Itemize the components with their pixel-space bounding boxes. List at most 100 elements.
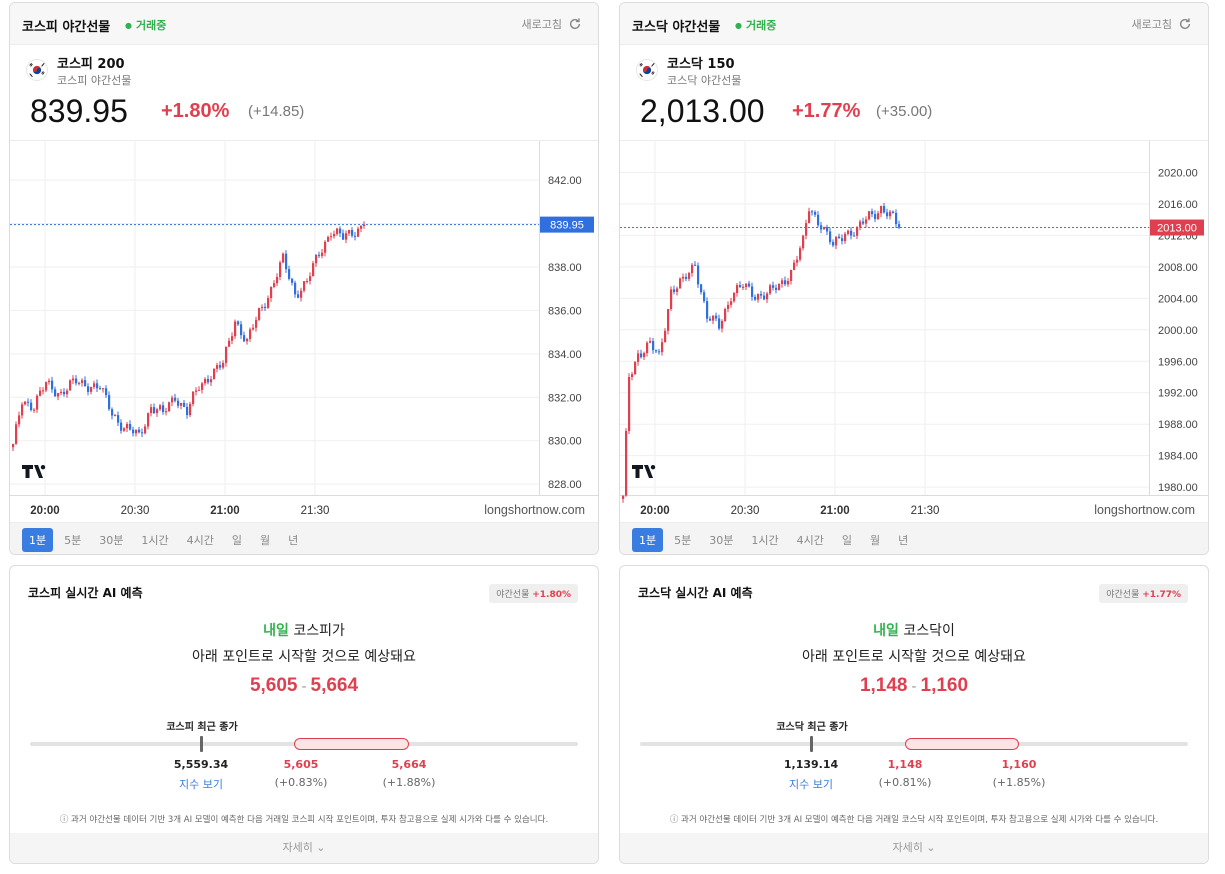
candle-body: [45, 382, 48, 391]
candle-body: [183, 402, 186, 407]
candle-body: [730, 301, 733, 305]
candle-body: [643, 353, 646, 358]
kosdaq-tf-month[interactable]: 월: [870, 533, 881, 547]
kospi-tf-month[interactable]: 월: [260, 533, 271, 547]
kosdaq-tf-1hour[interactable]: 1시간: [751, 533, 779, 547]
candle-body: [631, 374, 634, 378]
candle-body: [790, 269, 793, 282]
candle-body: [237, 321, 240, 325]
kospi-chart-svg[interactable]: 842.00840.00838.00836.00834.00832.00830.…: [10, 141, 598, 523]
candle-body: [808, 211, 811, 224]
kospi-tf-4hour[interactable]: 4시간: [186, 533, 214, 547]
candle-body: [853, 235, 856, 237]
range-high: 1,160: [920, 675, 969, 696]
kospi-refresh-button[interactable]: 새로고침: [522, 16, 582, 32]
kosdaq-view-index-link[interactable]: 지수 보기: [789, 778, 833, 791]
price-tick-label: 2000.00: [1158, 325, 1198, 337]
kosdaq-tf-day[interactable]: 일: [841, 533, 852, 547]
time-tick-label: 21:00: [210, 505, 239, 517]
candle-body: [15, 424, 18, 444]
price-tick-label: 1996.00: [1158, 356, 1198, 368]
kosdaq-tf-1min[interactable]: 1분: [632, 527, 664, 552]
kosdaq-price-chart[interactable]: 2020.00 2016.00 2012.00 2008.00 2004.00 2000.…: [620, 140, 1208, 522]
candle-body: [652, 341, 655, 351]
candle-body: [655, 350, 658, 352]
candle-body: [357, 228, 360, 237]
kosdaq-chart-svg[interactable]: 2020.002016.002012.002008.002004.002000.…: [620, 141, 1208, 523]
candle-body: [685, 276, 688, 279]
kosdaq-tf-30min[interactable]: 30분: [709, 533, 734, 547]
last-price-tag: [1150, 219, 1204, 236]
kospi-high-pct: (+1.88%): [382, 776, 436, 789]
kospi-tf-1hour[interactable]: 1시간: [141, 533, 169, 547]
kospi-tf-30min[interactable]: 30분: [99, 533, 124, 547]
kosdaq-refresh-button[interactable]: 새로고침: [1132, 16, 1192, 32]
candle-body: [682, 276, 685, 279]
candle-body: [72, 378, 75, 381]
kospi-tf-1min[interactable]: 1분: [22, 527, 54, 552]
badge-pct: +1.77%: [1142, 590, 1181, 600]
candle-body: [721, 321, 724, 329]
kospi-price-chart[interactable]: 842.00840.00838.00836.00834.00832.00830.…: [10, 140, 598, 522]
kospi-refresh-label: 새로고침: [521, 18, 562, 31]
candle-body: [709, 318, 712, 321]
candle-body: [745, 283, 748, 287]
candle-body: [649, 341, 652, 343]
kospi-low-value: 5,605: [283, 758, 319, 771]
refresh-icon: [1179, 18, 1191, 30]
kosdaq-recent-close-label: 코스닥 최근 종가: [776, 722, 848, 733]
kosdaq-refresh-label: 새로고침: [1131, 18, 1172, 31]
kosdaq-tf-year[interactable]: 년: [898, 533, 909, 547]
candle-body: [877, 213, 880, 220]
kospi-price: 839.95: [30, 93, 128, 129]
price-tick-label: 1992.00: [1158, 388, 1198, 400]
price-tick-label: 834.00: [548, 349, 582, 361]
candle-body: [769, 285, 772, 294]
price-tick-label: 842.00: [548, 175, 582, 187]
candle-body: [66, 390, 69, 395]
kosdaq-tf-5min[interactable]: 5분: [674, 533, 692, 547]
candle-body: [673, 289, 676, 292]
kosdaq-recent-close-marker: [810, 736, 813, 752]
candle-body: [165, 411, 168, 413]
price-tick-label: 828.00: [548, 479, 582, 491]
candle-body: [30, 402, 33, 411]
candle-body: [36, 395, 39, 410]
kospi-tf-5min[interactable]: 5분: [64, 533, 82, 547]
kosdaq-low-value: 1,148: [887, 758, 923, 771]
candle-body: [288, 269, 291, 279]
kosdaq-more-button[interactable]: 자세히 ⌄: [620, 833, 1208, 863]
kospi-tf-day[interactable]: 일: [231, 533, 242, 547]
candle-body: [318, 254, 321, 256]
price-tick-label: 2016.00: [1158, 199, 1198, 211]
candle-body: [270, 286, 273, 299]
candle-body: [114, 415, 117, 417]
candle-body: [123, 428, 126, 431]
time-tick-label: 20:30: [121, 505, 150, 517]
candle-body: [297, 294, 300, 298]
candle-body: [42, 390, 45, 392]
kospi-tf-year[interactable]: 년: [288, 533, 299, 547]
candle-body: [874, 214, 877, 220]
candle-body: [108, 395, 111, 410]
candle-body: [345, 233, 348, 240]
kospi-more-button[interactable]: 자세히 ⌄: [10, 833, 598, 863]
candle-body: [138, 429, 141, 433]
candle-body: [81, 380, 84, 383]
candle-body: [817, 214, 820, 226]
candle-body: [799, 248, 802, 260]
kosdaq-chart-panel: 코스닥 야간선물 거래중 새로고침 코스닥 150 코스닥 야간선물 2,013…: [619, 2, 1209, 555]
kosdaq-high-value: 1,160: [1001, 758, 1037, 771]
badge-label: 야간선물: [496, 590, 530, 600]
candle-body: [276, 277, 279, 284]
candle-body: [712, 315, 715, 321]
kospi-night-futures-badge: 야간선물 +1.80%: [489, 584, 578, 603]
candle-body: [204, 378, 207, 384]
kosdaq-tf-4hour[interactable]: 4시간: [796, 533, 824, 547]
candle-body: [177, 400, 180, 406]
kospi-view-index-link[interactable]: 지수 보기: [179, 778, 223, 791]
candle-body: [862, 221, 865, 224]
kospi-recent-close-marker: [200, 736, 203, 752]
candle-body: [664, 330, 667, 343]
candle-body: [778, 283, 781, 290]
